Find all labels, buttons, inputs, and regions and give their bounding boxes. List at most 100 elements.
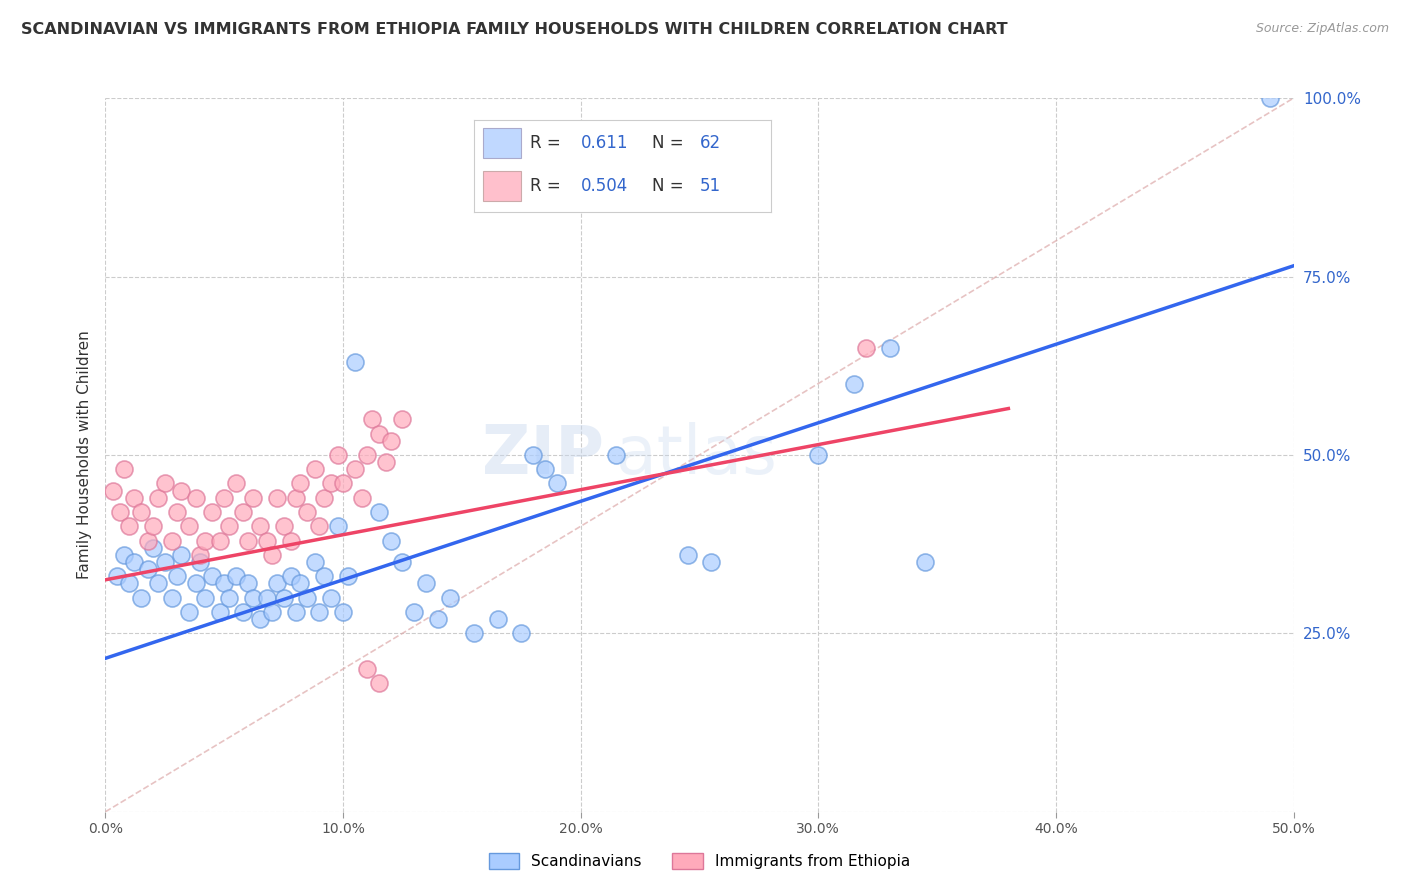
Point [273,591,295,605]
Text: 0.611: 0.611 [581,134,628,153]
Point [146,491,169,505]
Point [328,448,350,462]
Point [177,605,200,619]
Point [284,491,307,505]
Point [114,548,136,562]
Point [879,341,901,355]
Point [486,612,509,626]
Point [360,412,382,426]
Point [177,519,200,533]
Point [194,533,217,548]
Point [312,569,335,583]
Point [463,626,485,640]
Point [256,591,278,605]
Point [260,605,283,619]
Point [321,591,343,605]
Point [807,448,830,462]
Point [304,462,326,476]
Point [321,476,343,491]
Point [166,505,188,519]
Point [142,519,165,533]
Point [214,491,236,505]
Point [328,519,350,533]
Point [236,533,259,548]
Legend: Scandinavians, Immigrants from Ethiopia: Scandinavians, Immigrants from Ethiopia [482,847,917,875]
Point [297,591,319,605]
Text: atlas: atlas [616,422,778,488]
Point [118,576,141,591]
Text: 62: 62 [700,134,721,153]
Text: SCANDINAVIAN VS IMMIGRANTS FROM ETHIOPIA FAMILY HOUSEHOLDS WITH CHILDREN CORRELA: SCANDINAVIAN VS IMMIGRANTS FROM ETHIOPIA… [21,22,1008,37]
Point [700,555,723,569]
Point [153,476,176,491]
Text: 0.504: 0.504 [581,177,628,194]
Point [166,569,188,583]
Point [201,569,224,583]
Point [308,519,330,533]
Point [170,483,193,498]
Text: N =: N = [652,177,689,194]
Text: R =: R = [530,134,567,153]
Text: 51: 51 [700,177,721,194]
Point [304,555,326,569]
Point [236,576,259,591]
Point [242,591,264,605]
Point [439,591,461,605]
Point [184,491,207,505]
Point [136,562,159,576]
Point [546,476,568,491]
Point [374,455,396,469]
Point [232,505,254,519]
Point [208,605,231,619]
Point [391,555,413,569]
Point [676,548,699,562]
Point [280,569,302,583]
Point [153,555,176,569]
Text: ZIP: ZIP [482,422,605,488]
Point [308,605,330,619]
Point [232,605,254,619]
Point [290,576,312,591]
Point [427,612,450,626]
Point [122,491,145,505]
Point [290,476,312,491]
Point [136,533,159,548]
Point [367,426,389,441]
Point [249,612,271,626]
Point [352,491,374,505]
Point [391,412,413,426]
Point [280,533,302,548]
Point [260,548,283,562]
Text: N =: N = [652,134,689,153]
Point [218,519,240,533]
Point [225,569,247,583]
Point [266,491,288,505]
Point [160,591,183,605]
Point [380,434,402,448]
Point [914,555,936,569]
Point [256,533,278,548]
Point [367,676,389,690]
Text: Source: ZipAtlas.com: Source: ZipAtlas.com [1256,22,1389,36]
Point [184,576,207,591]
Point [101,483,124,498]
Point [129,591,152,605]
Point [367,505,389,519]
Point [605,448,627,462]
Point [1258,91,1281,105]
Point [415,576,437,591]
Point [201,505,224,519]
Point [208,533,231,548]
Point [242,491,264,505]
Point [332,605,354,619]
Point [297,505,319,519]
Point [142,541,165,555]
Point [273,519,295,533]
Point [114,462,136,476]
Point [108,505,131,519]
Point [522,448,544,462]
Y-axis label: Family Households with Children: Family Households with Children [76,331,91,579]
Point [170,548,193,562]
Point [842,376,865,391]
Point [249,519,271,533]
